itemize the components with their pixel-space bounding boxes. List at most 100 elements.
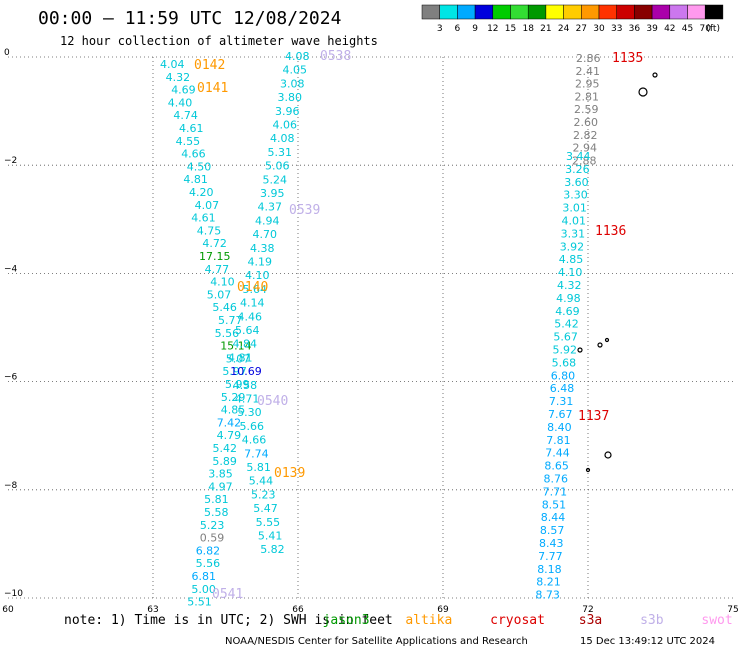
- swh-value: 8.57: [540, 524, 565, 537]
- swh-value: 7.77: [538, 550, 563, 563]
- swh-value: 4.85: [221, 404, 246, 417]
- swh-value: 7.74: [244, 447, 269, 460]
- swh-value: 3.30: [563, 189, 588, 202]
- colorbar-label: 27: [576, 24, 587, 34]
- swh-value: 4.58: [233, 379, 258, 392]
- colorbar-label: 36: [629, 24, 641, 34]
- swh-value: 4.19: [248, 256, 273, 269]
- swh-value: 5.42: [213, 442, 238, 455]
- swh-value: 4.32: [166, 71, 191, 84]
- colorbar-label: 24: [558, 24, 570, 34]
- swh-value: 5.55: [256, 516, 281, 529]
- swh-value: 5.81: [204, 493, 229, 506]
- swh-value: 5.99: [225, 378, 250, 391]
- swh-value: 4.10: [245, 269, 270, 282]
- swh-value: 4.75: [197, 224, 222, 237]
- swh-value: 5.23: [251, 488, 276, 501]
- swh-value: 3.44: [566, 150, 591, 163]
- colorbar-label: 3: [437, 24, 443, 34]
- colorbar-label: 42: [664, 24, 675, 34]
- swh-value: 5.66: [240, 420, 265, 433]
- swh-value: 4.37: [258, 201, 283, 214]
- swh-value: 5.92: [553, 344, 578, 357]
- swh-value: 4.10: [558, 266, 583, 279]
- colorbar-label: 9: [472, 24, 478, 34]
- colorbar-label: 15: [505, 24, 516, 34]
- swh-value: 5.81: [246, 461, 271, 474]
- colorbar-label: 33: [611, 24, 622, 34]
- swh-value: 4.81: [183, 173, 208, 186]
- swh-value: 3.92: [560, 240, 585, 253]
- swh-value: 3.01: [562, 202, 587, 215]
- swh-value: 5.41: [258, 530, 283, 543]
- swh-value: 5.31: [268, 146, 293, 159]
- swh-value: 5.24: [263, 173, 288, 186]
- swh-value: 6.81: [192, 570, 217, 583]
- swh-value: 4.14: [240, 297, 265, 310]
- swh-value: 5.47: [253, 502, 277, 515]
- swh-value: 4.10: [210, 276, 235, 289]
- swh-value: 5.64: [243, 283, 268, 296]
- x-tick-label: 75: [727, 605, 738, 615]
- swh-value: 3.60: [564, 176, 589, 189]
- colorbar-label: 45: [682, 24, 693, 34]
- swh-value: 5.30: [237, 406, 262, 419]
- swh-value: 2.60: [574, 116, 599, 129]
- swh-value: 6.48: [550, 382, 575, 395]
- colorbar-label: 30: [593, 24, 605, 34]
- swh-value: 4.06: [273, 119, 298, 132]
- swh-value: 5.77: [218, 314, 243, 327]
- swh-value: 4.66: [181, 148, 206, 161]
- y-tick-label: 0: [4, 48, 10, 58]
- pass-label: 1136: [595, 224, 626, 239]
- swh-value: 6.82: [196, 544, 221, 557]
- note-prefix: note: 1) Time is in UTC; 2) SWH is in fe…: [64, 613, 393, 628]
- swh-value: 4.61: [179, 122, 204, 135]
- x-tick-label: 69: [437, 605, 449, 615]
- swh-value: 4.74: [173, 109, 198, 122]
- swh-value: 5.56: [215, 327, 240, 340]
- swh-value: 15.14: [220, 340, 252, 353]
- swh-value: 4.81: [228, 351, 253, 364]
- swh-value: 2.82: [573, 129, 598, 142]
- swh-value: 5.56: [196, 557, 221, 570]
- island-outline: [652, 72, 658, 78]
- page-title: 00:00 – 11:59 UTC 12/08/2024: [38, 8, 342, 29]
- pass-label: 0142: [194, 58, 225, 73]
- swh-value: 5.00: [191, 583, 216, 596]
- swh-value: 4.66: [242, 434, 266, 447]
- legend-jason3: jason3: [322, 613, 370, 628]
- swh-value: 8.18: [537, 563, 562, 576]
- footer-date: 15 Dec 13:49:12 UTC 2024: [580, 636, 715, 647]
- swh-value: 7.42: [217, 416, 242, 429]
- pass-label: 0139: [274, 466, 305, 481]
- swh-value: 4.08: [285, 50, 310, 63]
- swh-value: 8.44: [541, 511, 566, 524]
- swh-value: 4.98: [556, 292, 581, 305]
- swh-value: 0.59: [200, 532, 225, 545]
- page-subtitle: 12 hour collection of altimeter wave hei…: [60, 34, 378, 48]
- swh-value: 5.44: [249, 475, 274, 488]
- y-tick-label: −4: [4, 264, 18, 274]
- swh-value: 4.40: [168, 96, 193, 109]
- swh-value: 4.01: [562, 215, 587, 228]
- swh-value: 4.04: [160, 58, 185, 71]
- colorbar-label: 18: [522, 24, 534, 34]
- swh-value: 8.21: [536, 576, 561, 589]
- swh-value: 2.86: [576, 52, 601, 65]
- swh-value: 5.23: [200, 519, 225, 532]
- swh-value: 4.20: [189, 186, 214, 199]
- swh-value: 5.46: [212, 301, 237, 314]
- swh-value: 2.88: [572, 154, 597, 167]
- pass-label: 0540: [257, 394, 288, 409]
- swh-value: 4.71: [235, 393, 260, 406]
- island-outline: [585, 467, 591, 473]
- swh-value: 4.50: [187, 160, 212, 173]
- swh-value: 5.89: [212, 455, 237, 468]
- pass-label: 0538: [320, 49, 351, 64]
- swh-value: 3.80: [278, 91, 303, 104]
- swh-value: 7.71: [543, 485, 568, 498]
- swh-value: 4.79: [217, 429, 242, 442]
- footer-credit: NOAA/NESDIS Center for Satellite Applica…: [225, 636, 528, 647]
- island-outline: [597, 342, 603, 348]
